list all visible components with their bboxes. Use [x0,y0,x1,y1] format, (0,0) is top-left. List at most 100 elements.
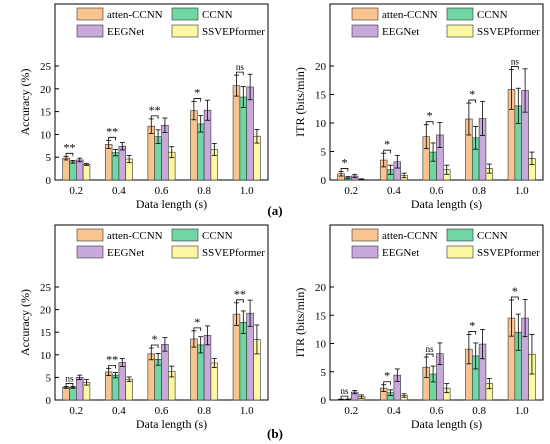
legend-label: SSVEPformer [202,247,265,259]
bar [147,353,155,401]
y-axis-label: Accuracy (%) [18,69,32,136]
bar [161,124,169,181]
legend-label: SSVEPformer [477,26,540,38]
legend-label: EEGNet [107,26,144,38]
legend-swatch [76,228,104,242]
legend-label: CCNN [202,230,233,242]
legend-label: SSVEPformer [202,26,265,38]
legend-swatch [171,7,199,21]
bar [210,362,219,401]
bar [190,338,198,401]
legend-label: atten-CCNN [382,230,438,242]
legend-label: EEGNet [382,247,419,259]
x-tick-label: 0.8 [472,185,486,197]
significance-label: * [469,87,475,101]
legend-swatch [76,24,104,38]
legend-swatch [351,245,379,259]
x-axis-label: Data length (s) [136,417,207,431]
bar [62,387,70,401]
significance-bracket [108,364,116,369]
y-axis-label: Accuracy (%) [18,289,32,356]
legend-swatch [351,24,379,38]
x-axis-label: Data length (s) [411,197,482,211]
legend-swatch [446,245,474,259]
significance-label: * [469,318,475,332]
significance-bracket [236,71,244,76]
panel-b-accuracy: 0 5 10 15 20 25 Accuracy (%) 0.2 0.4 0.6 0.8 1.0 Dat… [18,224,269,431]
x-tick-label: 1.0 [240,405,254,417]
y-tick-label: 0 [321,175,327,187]
bar [147,125,155,181]
significance-label: ns [511,56,520,66]
significance-bracket [193,98,202,102]
significance-label: ns [426,344,435,354]
bar [104,371,113,401]
legend-label: atten-CCNN [382,9,438,21]
y-tick-label: 5 [46,152,52,164]
y-tick-label: 5 [321,367,327,379]
bar [203,109,212,181]
legend-label: CCNN [477,230,508,242]
y-tick-label: 10 [40,129,52,141]
x-tick-label: 0.2 [344,405,358,417]
y-axis-label: ITR (bits/min) [293,288,307,358]
significance-bracket [193,327,202,331]
y-tick-label: 5 [46,372,52,384]
legend-label: atten-CCNN [107,230,163,242]
x-tick-label: 0.6 [430,405,444,417]
y-tick-label: 15 [40,327,52,339]
legend-swatch [171,245,199,259]
significance-label: ** [149,103,161,117]
y-tick-label: 20 [315,282,327,294]
significance-label: * [341,155,347,169]
x-tick-label: 0.4 [112,405,126,417]
significance-label: ** [234,287,246,301]
bar [161,344,169,401]
significance-bracket [65,152,74,157]
significance-bracket [150,344,159,349]
x-tick-label: 0.6 [155,185,169,197]
bar [232,85,241,181]
y-tick-label: 15 [40,107,52,119]
x-tick-label: 0.4 [112,185,126,197]
significance-label: ** [106,352,118,366]
y-tick-label: 25 [40,61,52,73]
bar [118,145,127,181]
significance-label: * [512,284,518,298]
legend-label: CCNN [202,9,233,21]
significance-bracket [511,66,519,70]
significance-bracket [425,121,434,125]
subfigure-label-a: (a) [267,203,282,218]
legend-swatch [351,228,379,242]
significance-bracket [383,149,391,154]
significance-bracket [150,115,159,119]
legend-swatch [351,7,379,21]
significance-bracket [236,299,244,303]
bar [82,164,91,181]
significance-label: ** [63,140,75,154]
bar [118,362,127,401]
bar [76,377,84,401]
significance-label: * [427,109,433,123]
x-tick-label: 0.8 [472,405,486,417]
bar [111,374,120,401]
significance-bracket [511,296,519,300]
y-tick-label: 0 [321,395,327,407]
subfigure-label-b: (b) [267,426,283,441]
legend-swatch [76,7,104,21]
y-tick-label: 20 [40,305,52,317]
bar [104,144,113,181]
y-tick-label: 15 [315,90,327,102]
significance-bracket [340,395,349,400]
significance-bracket [425,353,434,358]
y-tick-label: 10 [315,118,327,130]
bar [232,313,241,401]
bar [62,157,70,181]
x-tick-label: 1.0 [515,405,529,417]
y-axis-label: ITR (bits/min) [293,67,307,137]
legend-swatch [446,24,474,38]
significance-label: ns [340,386,349,396]
significance-label: * [384,369,390,383]
legend-label: atten-CCNN [107,9,163,21]
